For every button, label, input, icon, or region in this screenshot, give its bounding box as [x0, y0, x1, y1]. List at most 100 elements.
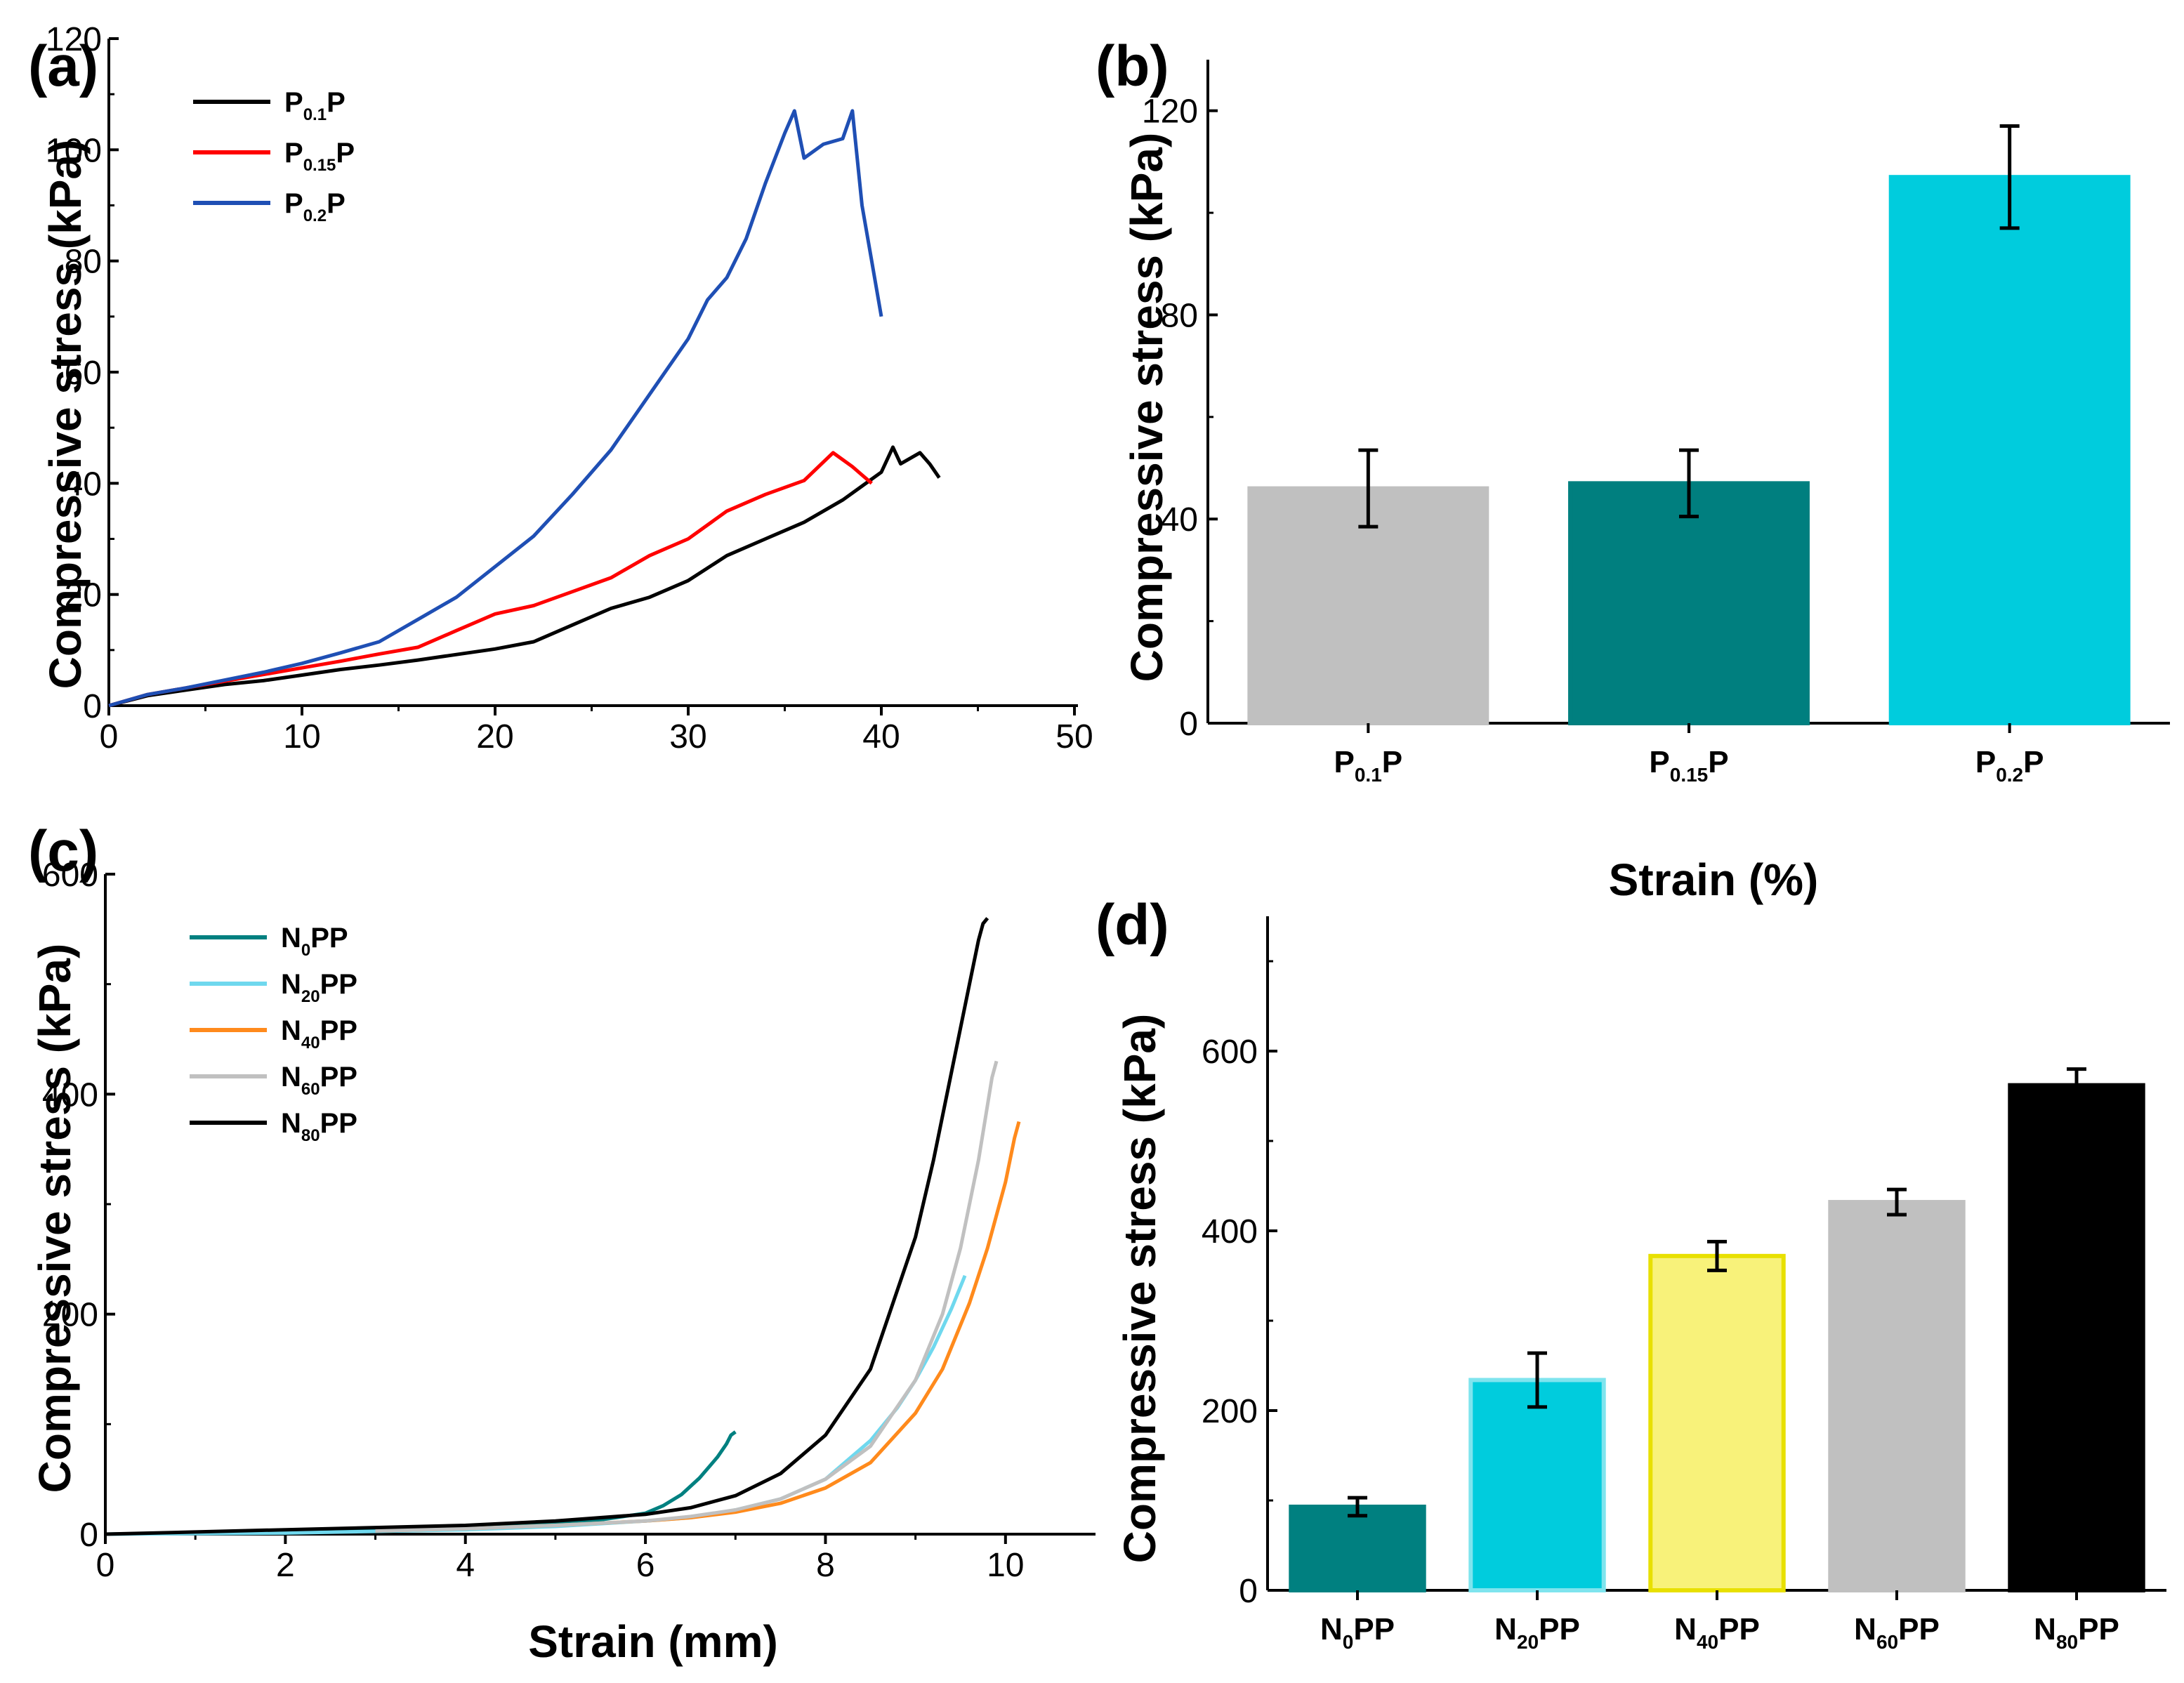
panel-a-ytick-label: 60	[65, 355, 102, 392]
panel-a-legend-label-P0.15P-sub: 0.15	[303, 156, 336, 175]
panel-b-label: (b)	[1096, 34, 1169, 98]
panel-b-ytick-label: 80	[1161, 297, 1198, 334]
panel-b-category-label-2-main: P	[1975, 745, 1996, 779]
panel-c-legend-label-N80PP-tail: PP	[320, 1108, 357, 1139]
panel-a-legend-label-P0.2P-tail: P	[327, 188, 346, 219]
panel-b-ylabel: Compressive stress (kPa)	[1121, 133, 1172, 682]
panel-c-legend-label-N60PP: N60PP	[281, 1062, 357, 1099]
panel-d-category-label-2: N40PP	[1674, 1612, 1760, 1653]
panel-d-ylabel: Compressive stress (kPa)	[1114, 1014, 1165, 1564]
panel-c-legend-label-N20PP-sub: 20	[301, 987, 320, 1006]
panel-c-legend-label-N60PP-tail: PP	[320, 1062, 357, 1093]
panel-a-xtick-label: 0	[100, 718, 119, 755]
panel-b-category-label-2-tail: P	[2023, 745, 2044, 779]
panel-d-category-label-2-main: N	[1674, 1612, 1697, 1646]
panel-a-legend-label-P0.15P: P0.15P	[284, 138, 355, 175]
panel-a-legend-label-P0.2P-main: P	[284, 188, 303, 219]
panel-a-xlabel: Strain (%)	[1609, 854, 1819, 905]
panel-a-legend-label-P0.2P: P0.2P	[284, 188, 346, 225]
panel-c-legend-label-N20PP-main: N	[281, 969, 301, 1000]
panel-a-ytick-label: 40	[65, 466, 102, 503]
panel-c-legend-label-N80PP: N80PP	[281, 1108, 357, 1145]
panel-a-xtick-label: 40	[862, 718, 900, 755]
panel-b-category-label-1-tail: P	[1708, 745, 1728, 779]
panel-b-bar-2	[1888, 175, 2131, 725]
panel-d-ytick-label: 0	[1239, 1573, 1258, 1610]
panel-d-category-label-1: N20PP	[1494, 1612, 1580, 1653]
panel-a-ytick-label: 0	[83, 688, 102, 725]
panel-a-ytick-label: 80	[65, 244, 102, 281]
panel-b-category-label-1: P0.15P	[1649, 745, 1728, 786]
panel-a-xtick-label: 30	[669, 718, 706, 755]
panel-c-xtick-label: 0	[96, 1547, 115, 1584]
panel-c-xlabel: Strain (mm)	[528, 1616, 778, 1667]
panel-c-legend-label-N0PP-tail: PP	[310, 923, 348, 953]
panel-c-legend-label-N80PP-sub: 80	[301, 1126, 320, 1145]
panel-c-xtick-label: 6	[636, 1547, 655, 1584]
panel-b-category-label-1-sub: 0.15	[1670, 764, 1709, 786]
panel-c-label: (c)	[28, 819, 98, 883]
panel-d-category-label-3-main: N	[1854, 1612, 1876, 1646]
panel-c-ytick-label: 400	[42, 1076, 98, 1114]
panel-d-ytick-label: 200	[1202, 1393, 1258, 1430]
panel-a-series-P0.15P	[108, 451, 873, 708]
panel-a-series-P0.2P	[108, 109, 883, 708]
panel-c-ytick-label: 0	[79, 1517, 98, 1554]
panel-d-ytick-label: 400	[1202, 1213, 1258, 1250]
panel-c-series-N20PP	[105, 1274, 967, 1536]
panel-c-legend-label-N20PP-tail: PP	[320, 969, 357, 1000]
panel-a-legend-label-P0.1P-main: P	[284, 87, 303, 118]
panel-a-legend-label-P0.1P-tail: P	[327, 87, 346, 118]
panel-c-xtick-label: 10	[987, 1547, 1024, 1584]
panel-d-bar-1	[1468, 1378, 1606, 1592]
panel-a-ylabel: Compressive stress (kPa)	[40, 140, 91, 689]
panel-c-xtick-label: 4	[456, 1547, 475, 1584]
panel-d-ytick-label: 600	[1202, 1034, 1258, 1071]
panel-c-legend-label-N40PP-sub: 40	[301, 1034, 320, 1052]
panel-c-legend-label-N0PP: N0PP	[281, 923, 348, 960]
panel-b-ytick-label: 0	[1179, 706, 1198, 743]
panel-c-series-N0PP	[105, 1430, 737, 1536]
panel-d-category-label-0-tail: PP	[1353, 1612, 1395, 1646]
panel-a-legend-label-P0.2P-sub: 0.2	[303, 206, 327, 225]
panel-c-xtick-label: 8	[816, 1547, 835, 1584]
panel-b-category-label-1-main: P	[1649, 745, 1669, 779]
panel-c-series-N80PP	[105, 917, 989, 1536]
panel-c-legend-label-N20PP: N20PP	[281, 969, 357, 1006]
panel-d-category-label-4-main: N	[2034, 1612, 2056, 1646]
panel-c-ytick-label: 600	[42, 857, 98, 894]
panel-b-category-label-0-sub: 0.1	[1355, 764, 1382, 786]
panel-c-legend-label-N80PP-main: N	[281, 1108, 301, 1139]
panel-d-category-label-3-sub: 60	[1876, 1631, 1898, 1653]
panel-d-category-label-0-main: N	[1320, 1612, 1343, 1646]
panel-c-legend-label-N60PP-sub: 60	[301, 1080, 320, 1099]
panel-d-category-label-2-tail: PP	[1718, 1612, 1760, 1646]
panel-a-xtick-label: 10	[283, 718, 320, 755]
panel-c-legend-label-N40PP-tail: PP	[320, 1015, 357, 1046]
panel-d-category-label-4: N80PP	[2034, 1612, 2119, 1653]
panel-d-category-label-3-tail: PP	[1898, 1612, 1940, 1646]
panel-a-ytick-label: 100	[46, 132, 102, 169]
panel-d-bar-0	[1289, 1504, 1426, 1592]
panel-d-category-label-0-sub: 0	[1343, 1631, 1354, 1653]
panel-d-category-label-1-main: N	[1494, 1612, 1517, 1646]
panel-d-label: (d)	[1096, 893, 1169, 957]
panel-a-legend-label-P0.15P-tail: P	[336, 138, 355, 169]
panel-a-ytick-label: 120	[46, 21, 102, 58]
panel-d-bar-2	[1648, 1253, 1786, 1592]
panel-c-ylabel: Compressive stress (kPa)	[29, 944, 80, 1493]
panel-c-ytick-label: 200	[42, 1297, 98, 1334]
panel-d-bar-4	[2008, 1083, 2145, 1592]
panel-d-category-label-4-sub: 80	[2056, 1631, 2078, 1653]
panel-b-ytick-label: 40	[1161, 501, 1198, 539]
panel-b-category-label-2-sub: 0.2	[1996, 764, 2023, 786]
panel-d-category-label-3: N60PP	[1854, 1612, 1940, 1653]
panel-b-category-label-2: P0.2P	[1975, 745, 2044, 786]
panel-b-category-label-0: P0.1P	[1334, 745, 1403, 786]
panel-d-category-label-2-sub: 40	[1697, 1631, 1718, 1653]
panel-a-series-P0.1P	[108, 445, 941, 708]
